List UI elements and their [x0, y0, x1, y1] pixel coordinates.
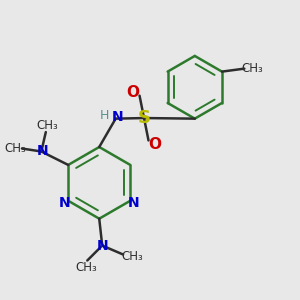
Text: N: N: [96, 239, 108, 253]
Text: O: O: [148, 136, 162, 152]
Text: CH₃: CH₃: [36, 119, 58, 132]
Text: CH₃: CH₃: [4, 142, 26, 155]
Text: N: N: [59, 196, 70, 210]
Text: H: H: [100, 109, 109, 122]
Text: N: N: [128, 196, 140, 210]
Text: O: O: [127, 85, 140, 100]
Text: CH₃: CH₃: [241, 61, 263, 74]
Text: N: N: [112, 110, 124, 124]
Text: CH₃: CH₃: [75, 261, 97, 274]
Text: CH₃: CH₃: [121, 250, 143, 263]
Text: N: N: [37, 144, 48, 158]
Text: S: S: [137, 109, 151, 127]
